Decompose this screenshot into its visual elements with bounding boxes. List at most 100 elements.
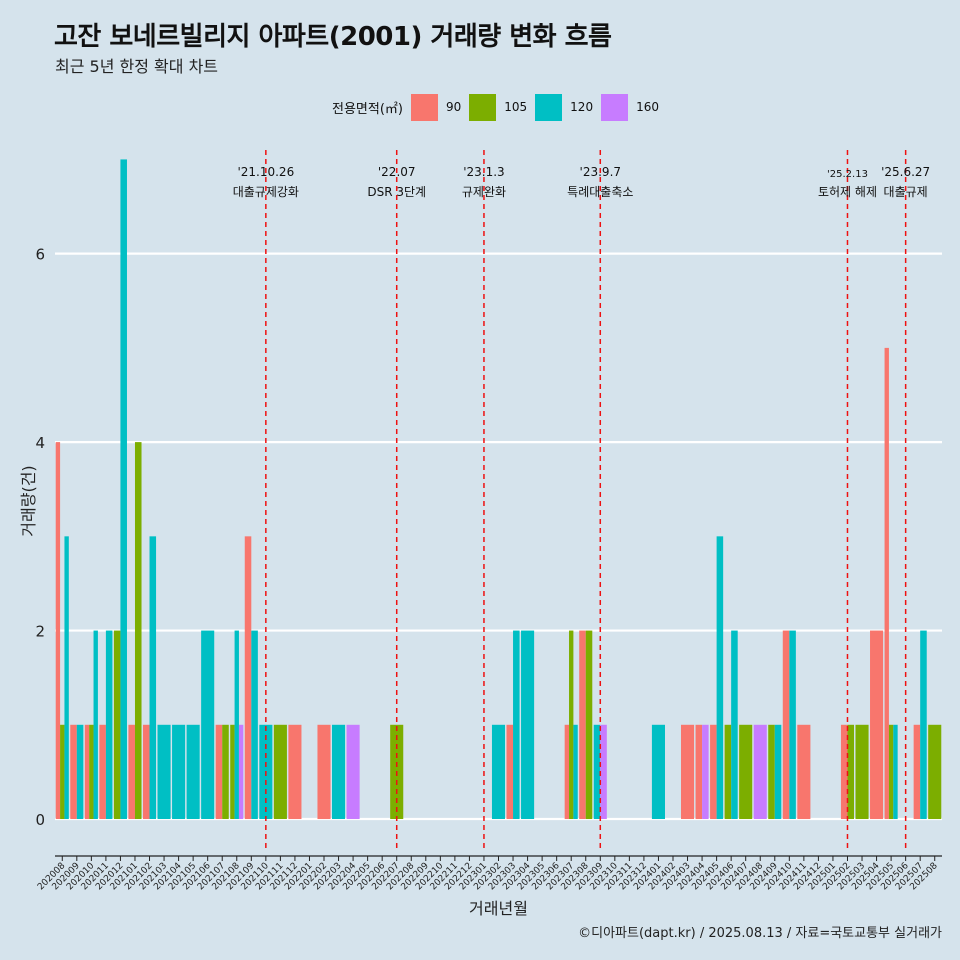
bar-202008-120 (64, 536, 69, 820)
bar-202406-105 (724, 724, 732, 820)
legend-label-120: 120 (570, 100, 594, 114)
bar-202109-120 (251, 630, 258, 820)
chart-title: 고잔 보네르빌리지 아파트(2001) 거래량 변화 흐름 (54, 22, 612, 52)
bar-202307-120 (573, 724, 578, 820)
bar-202307-105 (569, 630, 574, 820)
bar-202409-105 (768, 724, 775, 820)
bar-202104-120 (172, 724, 186, 820)
bar-202105-120 (186, 724, 200, 820)
bar-202505-90 (884, 347, 889, 820)
bar-202012-120 (120, 159, 127, 820)
source-caption: ©디아파트(dapt.kr) / 2025.08.13 / 자료=국토교통부 실… (578, 926, 942, 941)
bar-202404-90 (695, 724, 703, 820)
bar-202011-120 (105, 630, 113, 820)
event-label-202110: 대출규제강화 (233, 185, 299, 199)
legend-swatch-90 (410, 93, 438, 121)
y-tick-label-4: 4 (35, 434, 45, 452)
bar-202010-90 (84, 724, 90, 820)
bar-202112-90 (288, 724, 302, 820)
event-label-202502: 토허제 해제 (818, 185, 877, 199)
bar-202010-105 (89, 724, 94, 820)
bar-202108-120 (234, 630, 239, 820)
bar-202502-105 (847, 724, 855, 820)
bar-202106-120 (201, 630, 215, 820)
bar-202102-120 (149, 536, 157, 820)
bar-202503-105 (855, 724, 869, 820)
legend-title: 전용면적(㎡) (332, 101, 403, 117)
legend-swatch-160 (601, 93, 629, 121)
bar-202309-120 (593, 724, 601, 820)
bar-202409-120 (774, 724, 782, 820)
bar-202101-90 (128, 724, 135, 820)
bar-202102-90 (142, 724, 150, 820)
legend: 전용면적(㎡) 90 105 120 160 (332, 93, 667, 121)
bar-202101-105 (134, 442, 142, 820)
legend-swatch-105 (469, 93, 497, 121)
bar-202011-90 (99, 724, 106, 820)
legend-item-105: 105 (469, 93, 528, 121)
x-axis-title: 거래년월 (469, 899, 528, 918)
bar-202111-105 (273, 724, 287, 820)
bar-202202-90 (317, 724, 331, 820)
event-date-202502: '25.2.13 (827, 169, 868, 180)
bar-202107-90 (215, 724, 223, 820)
bar-202411-90 (797, 724, 811, 820)
event-label-202309: 특례대출축소 (567, 185, 633, 199)
legend-label-105: 105 (504, 100, 528, 114)
bar-202302-120 (491, 724, 506, 820)
bar-202107-105 (222, 724, 229, 820)
bar-202404-160 (702, 724, 709, 820)
bar-202505-105 (888, 724, 894, 820)
bar-202108-105 (230, 724, 235, 820)
bar-202008-90 (55, 442, 61, 820)
legend-item-90: 90 (410, 93, 461, 121)
legend-item-120: 120 (535, 93, 594, 121)
bar-202008-105 (60, 724, 65, 820)
bar-202502-90 (840, 724, 848, 820)
bar-202308-105 (585, 630, 593, 820)
bar-202504-90 (870, 630, 884, 820)
legend-label-160: 160 (636, 100, 659, 114)
y-tick-label-6: 6 (35, 246, 45, 264)
y-axis-title: 거래량(건) (19, 465, 38, 536)
bar-202405-120 (716, 536, 724, 820)
bar-202010-120 (93, 630, 98, 820)
legend-item-160: 160 (601, 93, 659, 121)
y-tick-label-2: 2 (35, 623, 45, 641)
y-tick-label-0: 0 (35, 811, 45, 829)
bar-202407-105 (739, 724, 753, 820)
event-label-202301: 규제완화 (462, 185, 506, 199)
bar-202009-120 (76, 724, 84, 820)
bar-202408-160 (753, 724, 767, 820)
bar-202009-90 (70, 724, 77, 820)
bar-202103-120 (157, 724, 171, 820)
event-label-202506: 대출규제 (884, 185, 928, 199)
bar-202507-120 (920, 630, 927, 820)
event-date-202110: '21.10.26 (237, 165, 294, 179)
bar-202406-120 (731, 630, 738, 820)
event-date-202506: '25.6.27 (881, 165, 930, 179)
bar-202507-90 (913, 724, 921, 820)
bar-202303-120 (513, 630, 520, 820)
bar-202401-120 (651, 724, 665, 820)
event-date-202207: '22.07 (378, 165, 416, 179)
bar-202012-105 (113, 630, 121, 820)
bar-202204-160 (346, 724, 360, 820)
bar-202108-160 (238, 724, 244, 820)
bar-202410-120 (789, 630, 796, 820)
bar-202109-90 (244, 536, 252, 820)
bar-202309-160 (600, 724, 607, 820)
bar-202403-90 (680, 724, 695, 820)
chart-subtitle: 최근 5년 한정 확대 차트 (55, 57, 219, 76)
event-label-202207: DSR 3단계 (367, 185, 426, 199)
bar-202410-90 (782, 630, 790, 820)
bar-202304-120 (521, 630, 535, 820)
bar-202303-90 (506, 724, 514, 820)
bar-202307-90 (564, 724, 570, 820)
event-date-202309: '23.9.7 (580, 165, 621, 179)
bar-202203-120 (332, 724, 346, 820)
event-date-202301: '23.1.3 (463, 165, 504, 179)
bar-202405-90 (710, 724, 717, 820)
bar-202308-90 (579, 630, 586, 820)
